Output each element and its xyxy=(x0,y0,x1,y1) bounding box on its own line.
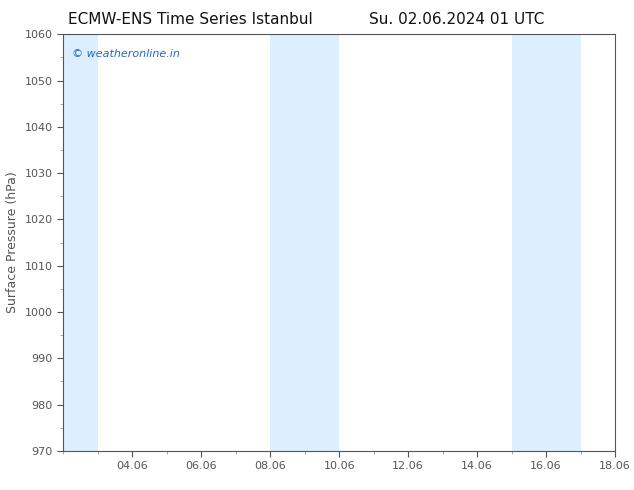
Bar xyxy=(63,34,98,451)
Y-axis label: Surface Pressure (hPa): Surface Pressure (hPa) xyxy=(6,172,19,314)
Text: ECMW-ENS Time Series Istanbul: ECMW-ENS Time Series Istanbul xyxy=(68,12,313,27)
Bar xyxy=(512,34,546,451)
Bar xyxy=(546,34,581,451)
Bar xyxy=(305,34,339,451)
Text: © weatheronline.in: © weatheronline.in xyxy=(72,49,179,59)
Bar xyxy=(270,34,305,451)
Text: Su. 02.06.2024 01 UTC: Su. 02.06.2024 01 UTC xyxy=(369,12,544,27)
